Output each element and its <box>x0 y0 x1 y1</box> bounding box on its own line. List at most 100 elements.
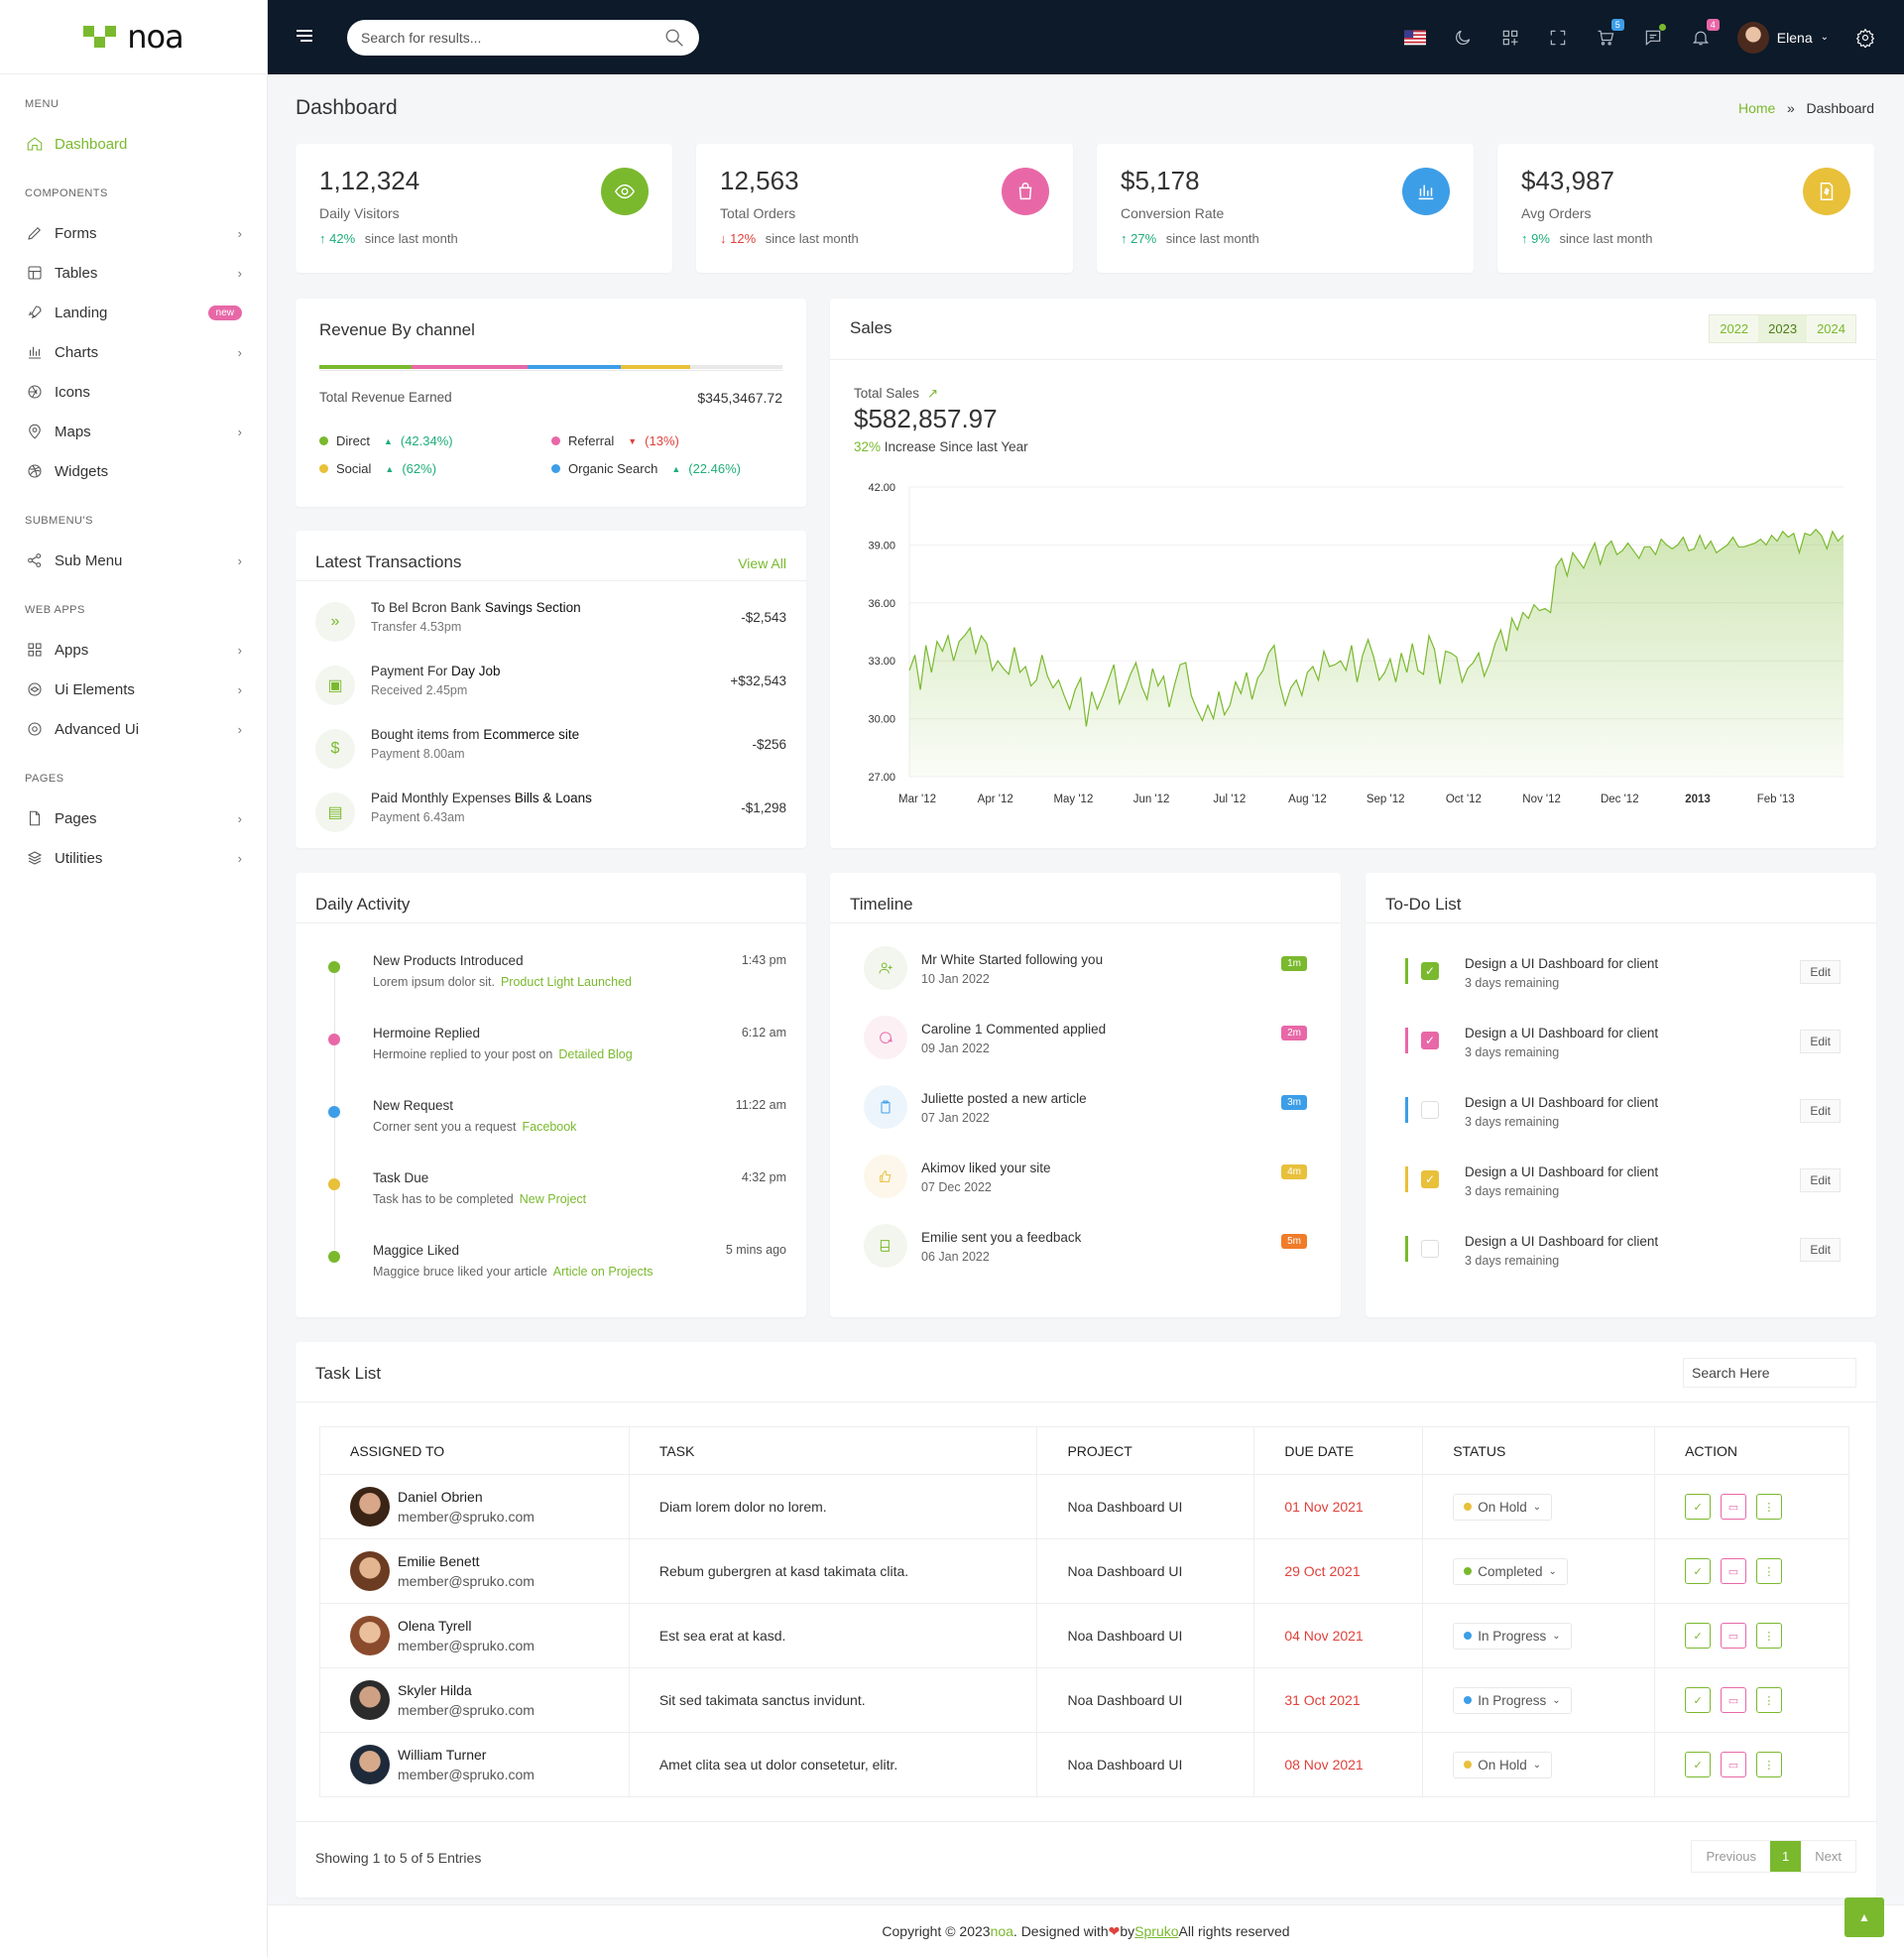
transaction-item[interactable]: ▤ Paid Monthly Expenses Bills & Loans Pa… <box>315 789 786 844</box>
sidebar-item-tables[interactable]: Tables › <box>0 253 267 293</box>
page-button-current[interactable]: 1 <box>1770 1841 1802 1872</box>
next-page-button[interactable]: Next <box>1815 1849 1842 1864</box>
us-flag-icon[interactable] <box>1403 27 1426 49</box>
activity-link[interactable]: Article on Projects <box>552 1265 654 1279</box>
sidebar-item-dashboard[interactable]: Dashboard <box>0 124 267 164</box>
caret-up-icon: ▲ <box>383 435 393 446</box>
more-button[interactable]: ⋮ <box>1755 1752 1782 1777</box>
sidebar-item-maps[interactable]: Maps › <box>0 412 267 451</box>
more-button[interactable]: ⋮ <box>1755 1494 1782 1520</box>
sidebar-item-widgets[interactable]: Widgets <box>0 451 267 491</box>
transaction-item[interactable]: $ Bought items from Ecommerce site Payme… <box>315 725 786 781</box>
apps-grid-icon[interactable] <box>1499 27 1521 49</box>
todo-checkbox[interactable] <box>1421 1101 1439 1119</box>
delete-button[interactable]: ▭ <box>1720 1494 1746 1520</box>
status-dropdown[interactable]: In Progress ⌄ <box>1453 1686 1572 1714</box>
arrow-up-icon: ↑ <box>1521 231 1528 246</box>
table-icon <box>25 263 45 283</box>
moon-icon[interactable] <box>1452 27 1474 49</box>
fullscreen-icon[interactable] <box>1547 27 1569 49</box>
back-to-top-button[interactable]: ▲ <box>1844 1897 1884 1937</box>
column-header[interactable]: ACTION <box>1654 1426 1849 1475</box>
arrow-up-right-icon: ↗ <box>926 386 939 401</box>
stat-label: Total Orders <box>720 205 796 221</box>
menu-toggle-icon[interactable] <box>296 29 313 47</box>
todo-edit-button[interactable]: Edit <box>1800 1168 1841 1192</box>
column-header[interactable]: STATUS <box>1422 1426 1656 1475</box>
approve-button[interactable]: ✓ <box>1685 1752 1712 1777</box>
transaction-item[interactable]: » To Bel Bcron Bank Savings Section Tran… <box>315 598 786 654</box>
todo-edit-button[interactable]: Edit <box>1800 1238 1841 1262</box>
sidebar-item-pages[interactable]: Pages › <box>0 798 267 838</box>
sidebar-item-apps[interactable]: Apps › <box>0 630 267 670</box>
todo-checkbox[interactable]: ✓ <box>1421 1170 1439 1188</box>
column-header[interactable]: DUE DATE <box>1253 1426 1424 1475</box>
gear-icon[interactable] <box>1854 27 1876 49</box>
breadcrumb-home[interactable]: Home <box>1738 100 1776 116</box>
status-dropdown[interactable]: On Hold ⌄ <box>1453 1751 1553 1778</box>
transaction-item[interactable]: ▣ Payment For Day Job Received 2.45pm +$… <box>315 662 786 717</box>
search-icon[interactable] <box>663 27 685 49</box>
footer-brand[interactable]: noa <box>990 1923 1013 1939</box>
activity-link[interactable]: Product Light Launched <box>500 975 633 989</box>
sidebar-item-charts[interactable]: Charts › <box>0 332 267 372</box>
user-name: Elena <box>1776 29 1813 46</box>
x-tick-label: Nov '12 <box>1522 794 1561 805</box>
year-tab-2023[interactable]: 2023 <box>1758 315 1808 342</box>
activity-link[interactable]: New Project <box>519 1192 587 1206</box>
more-button[interactable]: ⋮ <box>1755 1623 1782 1649</box>
activity-link[interactable]: Facebook <box>522 1120 577 1134</box>
assignee-email: member@spruko.com <box>398 1767 535 1782</box>
trash-icon: ▭ <box>1727 1565 1739 1578</box>
revenue-bar-rest <box>689 365 782 369</box>
message-circle-icon <box>864 1016 907 1059</box>
table-row: Olena Tyrell member@spruko.com Est sea er… <box>319 1603 1849 1668</box>
sidebar-item-sub-menu[interactable]: Sub Menu › <box>0 541 267 580</box>
delete-button[interactable]: ▭ <box>1720 1558 1746 1584</box>
status-dropdown[interactable]: On Hold ⌄ <box>1453 1493 1553 1521</box>
delete-button[interactable]: ▭ <box>1720 1687 1746 1713</box>
approve-button[interactable]: ✓ <box>1685 1623 1712 1649</box>
cart-icon[interactable]: 5 <box>1595 18 1624 49</box>
prev-page-button[interactable]: Previous <box>1706 1849 1757 1864</box>
more-button[interactable]: ⋮ <box>1755 1558 1782 1584</box>
sidebar-item-label: Sub Menu <box>55 551 123 569</box>
todo-edit-button[interactable]: Edit <box>1800 1099 1841 1123</box>
approve-button[interactable]: ✓ <box>1685 1558 1712 1584</box>
sidebar-item-utilities[interactable]: Utilities › <box>0 838 267 878</box>
message-icon[interactable] <box>1642 23 1666 49</box>
status-dropdown[interactable]: In Progress ⌄ <box>1453 1622 1572 1650</box>
status-dropdown[interactable]: Completed ⌄ <box>1453 1557 1568 1585</box>
brand-logo[interactable]: noa <box>0 0 267 74</box>
year-tab-2022[interactable]: 2022 <box>1710 315 1759 342</box>
column-header[interactable]: PROJECT <box>1036 1426 1255 1475</box>
column-header[interactable]: TASK <box>629 1426 1038 1475</box>
user-menu[interactable]: Elena ⌄ <box>1736 21 1829 54</box>
activity-link[interactable]: Detailed Blog <box>558 1047 633 1061</box>
approve-button[interactable]: ✓ <box>1685 1687 1712 1713</box>
approve-button[interactable]: ✓ <box>1685 1494 1712 1520</box>
todo-checkbox[interactable]: ✓ <box>1421 962 1439 980</box>
todo-checkbox[interactable] <box>1421 1240 1439 1258</box>
footer-company-link[interactable]: Spruko <box>1134 1923 1179 1939</box>
sidebar-item-icons[interactable]: Icons <box>0 372 267 412</box>
sidebar-item-forms[interactable]: Forms › <box>0 213 267 253</box>
column-header[interactable]: ASSIGNED TO <box>319 1426 630 1475</box>
more-button[interactable]: ⋮ <box>1755 1687 1782 1713</box>
delete-button[interactable]: ▭ <box>1720 1752 1746 1777</box>
delete-button[interactable]: ▭ <box>1720 1623 1746 1649</box>
search-input[interactable]: Search for results... <box>347 19 699 56</box>
cart-count-badge: 5 <box>1610 18 1624 31</box>
sidebar-item-ui-elements[interactable]: Ui Elements › <box>0 670 267 709</box>
sidebar-item-landing[interactable]: Landing new <box>0 293 267 332</box>
assignee-email: member@spruko.com <box>398 1573 535 1589</box>
task-search-input[interactable]: Search Here <box>1683 1358 1856 1388</box>
view-all-link[interactable]: View All <box>738 555 786 571</box>
sidebar-item-advanced-ui[interactable]: Advanced Ui › <box>0 709 267 749</box>
todo-checkbox[interactable]: ✓ <box>1421 1032 1439 1049</box>
timeline-card: Timeline Mr White Started following you … <box>830 873 1341 1317</box>
year-tab-2024[interactable]: 2024 <box>1807 315 1855 342</box>
bell-icon[interactable]: 4 <box>1690 18 1720 49</box>
todo-edit-button[interactable]: Edit <box>1800 1030 1841 1053</box>
todo-edit-button[interactable]: Edit <box>1800 960 1841 984</box>
